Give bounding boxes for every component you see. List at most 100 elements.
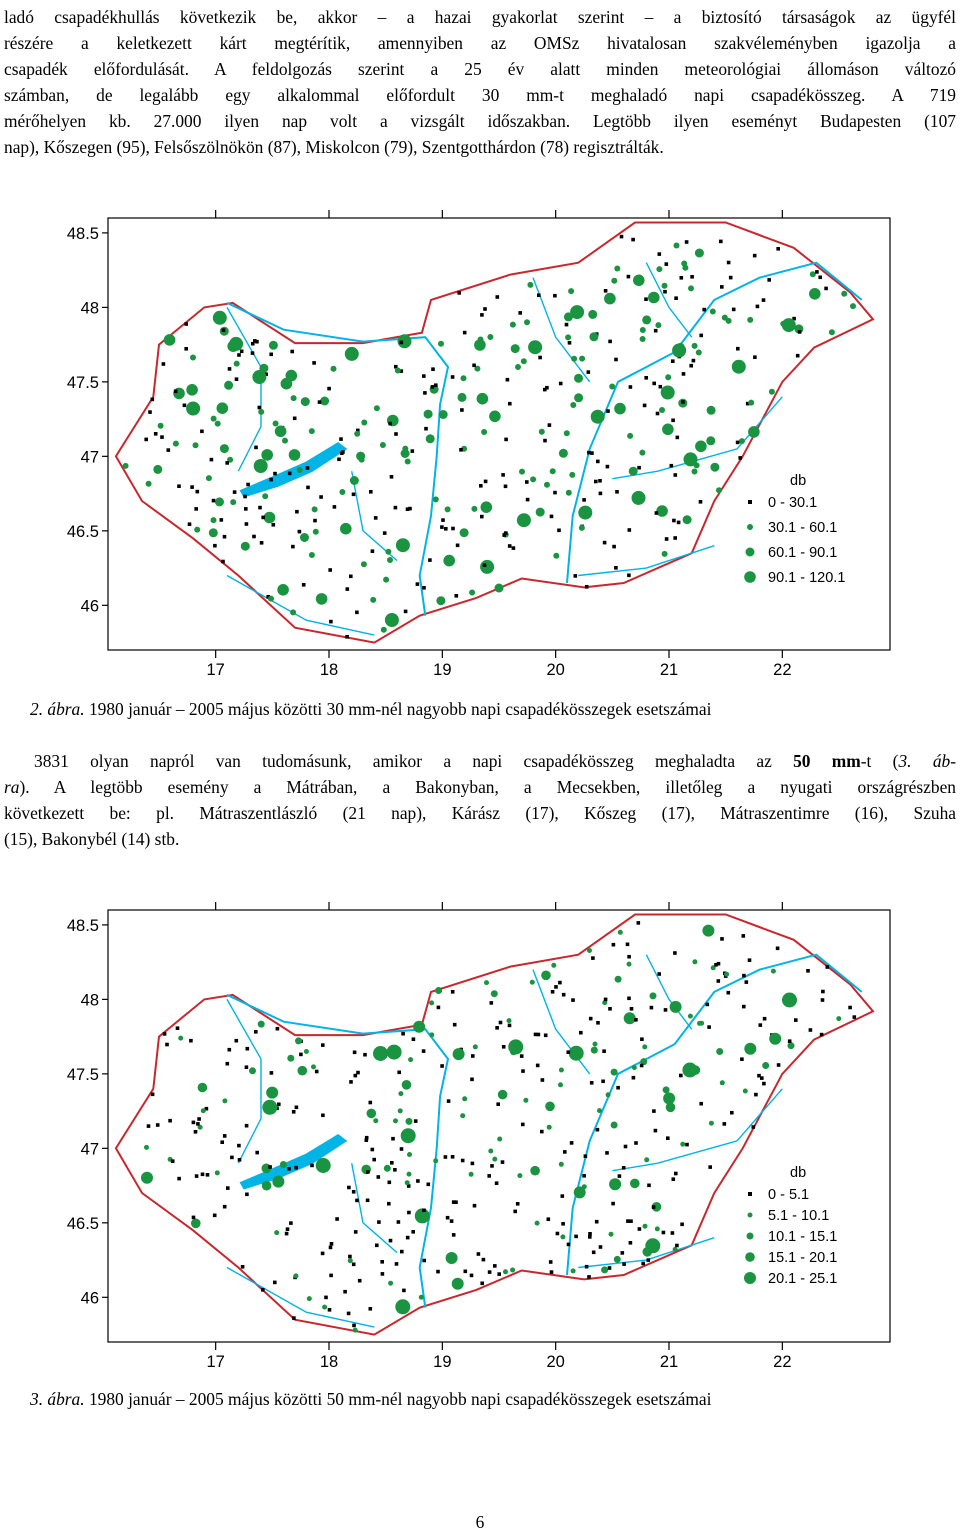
station-point (626, 961, 632, 967)
station-point (670, 1231, 675, 1235)
station-point (769, 1032, 782, 1045)
station-point (674, 296, 678, 300)
legend-label: 5.1 - 10.1 (768, 1208, 829, 1224)
station-point (405, 1117, 413, 1125)
station-point (560, 1194, 565, 1198)
station-point (679, 1073, 683, 1078)
legend-label: 0 - 30.1 (768, 495, 817, 511)
station-point (782, 992, 797, 1008)
legend-title: db (790, 473, 806, 489)
station-point (518, 311, 522, 315)
station-point (301, 583, 306, 587)
station-point (450, 1155, 455, 1159)
station-point (502, 533, 506, 537)
station-point (476, 1252, 481, 1256)
station-point (493, 1264, 497, 1268)
station-point (776, 1063, 781, 1067)
station-point (497, 1089, 508, 1100)
y-tick-label: 46.5 (67, 1215, 99, 1233)
station-point (616, 1085, 620, 1090)
station-point (287, 471, 292, 476)
station-point (661, 550, 668, 557)
station-point (287, 1054, 295, 1062)
text-line: mérőhelyen kb. 27.000 ilyen nap volt a v… (4, 111, 956, 131)
station-point (373, 1118, 379, 1124)
x-tick-label: 22 (773, 1353, 791, 1371)
station-point (451, 526, 455, 531)
station-point (561, 1222, 565, 1226)
station-point (513, 1209, 517, 1214)
station-point (549, 468, 556, 475)
legend-swatch (747, 524, 753, 530)
station-point (470, 1161, 475, 1166)
station-point (619, 234, 624, 239)
station-point (355, 610, 359, 615)
station-point (598, 479, 602, 483)
station-point (495, 295, 500, 299)
legend-swatch (748, 500, 752, 504)
station-point (631, 1065, 637, 1070)
station-point (184, 347, 188, 351)
station-point (347, 1258, 353, 1264)
station-point (661, 1230, 666, 1235)
station-point (679, 276, 684, 280)
station-point (524, 319, 530, 326)
station-point (436, 1005, 441, 1010)
station-point (705, 1002, 710, 1007)
station-point (588, 1235, 592, 1239)
station-point (394, 367, 401, 374)
station-point (762, 1062, 770, 1069)
station-point (699, 1020, 705, 1026)
station-point (460, 1113, 466, 1119)
station-point (157, 422, 164, 429)
station-point (586, 370, 591, 374)
station-point (150, 1092, 155, 1097)
station-point (234, 377, 239, 381)
middle-paragraph: 3831 olyan napról van tudomásunk, amikor… (4, 748, 956, 852)
station-point (671, 1177, 676, 1181)
station-point (292, 416, 297, 421)
station-point (303, 1049, 309, 1054)
station-point (494, 1181, 499, 1185)
station-point (184, 322, 188, 326)
station-point (386, 1044, 402, 1060)
text-line: (15), Bakonybél (14) stb. (4, 829, 180, 849)
station-point (621, 1166, 626, 1170)
legend-swatch (745, 547, 755, 557)
station-point (809, 271, 816, 278)
station-point (744, 1042, 757, 1055)
station-point (468, 1171, 474, 1177)
station-point (672, 1246, 678, 1252)
station-point (652, 381, 656, 386)
station-point (657, 252, 662, 256)
station-point (549, 1270, 554, 1274)
station-point (469, 589, 476, 596)
station-point (480, 514, 484, 519)
station-point (603, 997, 608, 1002)
station-point (258, 505, 262, 510)
station-point (639, 327, 646, 333)
station-point (563, 1150, 567, 1154)
station-point (590, 451, 594, 455)
station-point (496, 1102, 500, 1106)
station-point (365, 1198, 370, 1203)
station-point (287, 1167, 291, 1171)
station-point (721, 314, 728, 321)
station-point (742, 1004, 746, 1009)
station-point (291, 1110, 296, 1114)
station-point (631, 237, 635, 242)
station-point (821, 989, 825, 994)
station-point (675, 435, 680, 440)
station-point (595, 1127, 600, 1132)
station-point (422, 1258, 426, 1263)
station-point (291, 544, 295, 549)
station-point (557, 528, 561, 533)
station-point (547, 423, 552, 427)
station-point (268, 595, 274, 602)
station-point (423, 409, 433, 419)
station-point (571, 998, 575, 1002)
station-point (407, 1210, 411, 1215)
station-point (210, 517, 217, 524)
station-point (273, 1280, 277, 1285)
station-point (432, 496, 439, 503)
